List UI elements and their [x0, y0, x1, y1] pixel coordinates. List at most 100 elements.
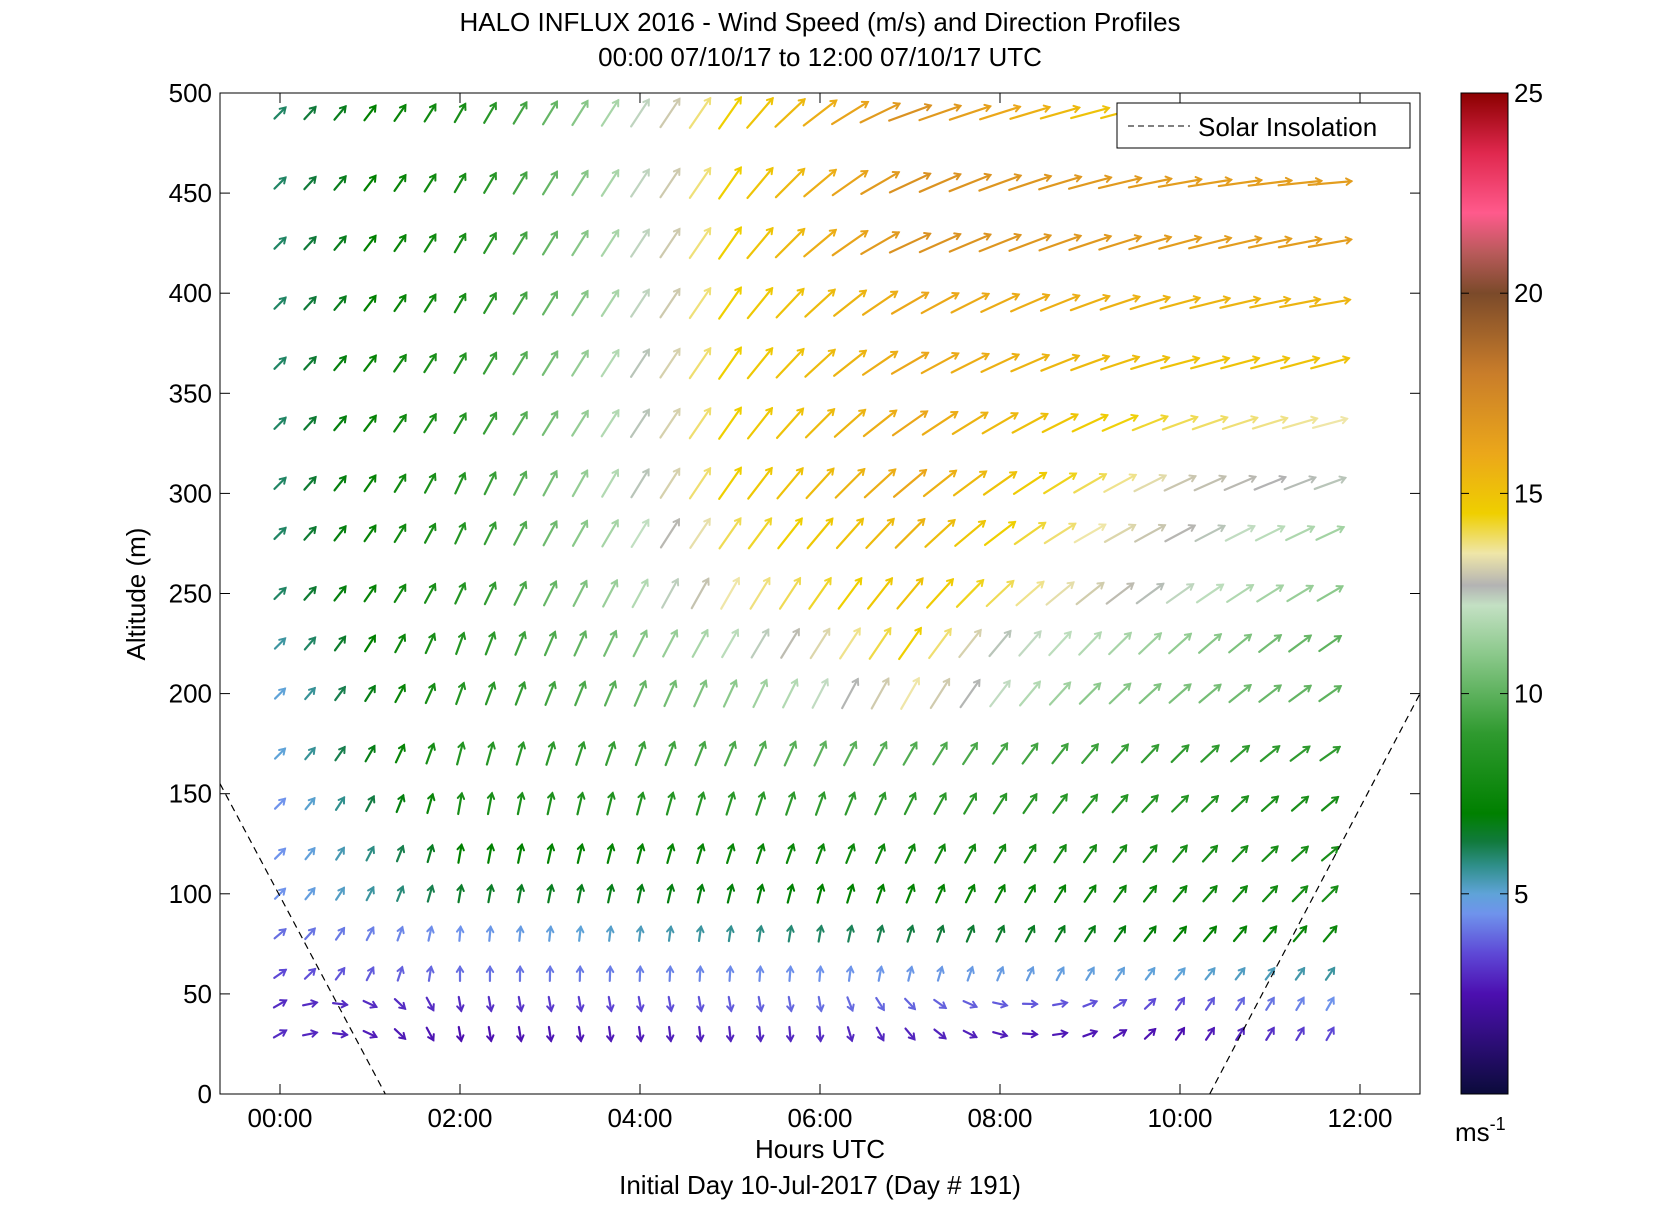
wind-arrow: [952, 470, 988, 497]
legend-label: Solar Insolation: [1198, 112, 1377, 142]
wind-arrow: [273, 847, 287, 860]
wind-arrow: [546, 791, 556, 816]
wind-arrow: [484, 631, 497, 656]
wind-arrow: [1291, 885, 1309, 903]
wind-arrow: [606, 1025, 615, 1043]
wind-arrow: [1161, 414, 1199, 431]
wind-arrow: [393, 413, 407, 433]
wind-arrow: [576, 995, 585, 1013]
wind-arrow: [860, 231, 901, 256]
wind-arrow: [393, 233, 407, 253]
wind-arrow: [546, 883, 555, 904]
wind-arrow: [335, 846, 345, 861]
chart-title: HALO INFLUX 2016 - Wind Speed (m/s) and …: [459, 7, 1180, 37]
wind-arrow: [718, 466, 742, 500]
wind-arrow: [1322, 924, 1338, 943]
wind-arrow: [846, 924, 855, 943]
wind-arrow: [426, 884, 435, 903]
wind-arrow: [362, 1029, 379, 1039]
wind-arrow: [334, 926, 346, 941]
wind-arrow: [808, 576, 832, 610]
wind-arrow: [576, 791, 586, 816]
wind-arrow: [936, 924, 946, 943]
wind-arrow: [962, 741, 978, 766]
wind-arrow: [333, 474, 347, 492]
wind-arrow: [1038, 233, 1083, 252]
wind-arrow: [1070, 354, 1111, 372]
wind-arrow: [600, 288, 620, 318]
wind-arrow: [1011, 412, 1049, 434]
wind-arrow: [844, 791, 857, 816]
wind-arrow: [846, 965, 855, 982]
x-tick-label: 02:00: [427, 1103, 492, 1133]
wind-arrow: [453, 352, 467, 374]
wind-arrow: [1081, 743, 1099, 764]
wind-arrow: [630, 467, 650, 499]
wind-arrow: [273, 176, 287, 190]
wind-arrow: [365, 885, 375, 902]
wind-arrow: [804, 288, 836, 318]
wind-arrow: [1025, 965, 1035, 982]
wind-arrow: [846, 883, 856, 904]
wind-arrow: [928, 627, 952, 660]
wind-arrow: [959, 678, 981, 709]
wind-arrow: [335, 886, 345, 901]
wind-arrow: [664, 740, 677, 767]
wind-arrow: [746, 406, 774, 440]
wind-arrow: [830, 100, 870, 126]
wind-arrow: [865, 517, 895, 549]
wind-arrow: [1201, 844, 1219, 863]
wind-arrow: [875, 1026, 885, 1042]
wind-arrow: [894, 517, 926, 549]
wind-arrow: [898, 626, 922, 661]
wind-arrow: [696, 995, 705, 1013]
wind-arrow: [1231, 795, 1250, 813]
wind-arrow: [815, 842, 826, 865]
wind-arrow: [423, 472, 437, 494]
wind-arrow: [1307, 177, 1354, 187]
wind-arrow: [1221, 415, 1259, 430]
wind-arrow: [273, 236, 287, 250]
wind-arrow: [995, 924, 1006, 943]
wind-arrow: [809, 627, 831, 660]
wind-arrow: [571, 289, 589, 317]
wind-arrow: [1021, 999, 1039, 1009]
wind-arrow: [1112, 1029, 1128, 1039]
wind-arrow: [512, 291, 528, 315]
wind-arrow: [486, 1025, 495, 1043]
wind-arrow: [1232, 925, 1248, 943]
wind-arrow: [1289, 745, 1311, 762]
wind-arrow: [747, 466, 773, 500]
wind-arrow: [815, 1025, 825, 1043]
wind-arrow: [746, 96, 774, 129]
wind-arrow: [395, 793, 406, 814]
wind-arrow: [423, 412, 437, 434]
wind-arrow: [394, 683, 406, 704]
wind-arrow: [1055, 966, 1065, 982]
wind-arrow: [1023, 843, 1037, 864]
wind-arrow: [273, 687, 287, 700]
wind-arrow: [303, 355, 317, 371]
wind-arrow: [1295, 996, 1305, 1012]
wind-arrow: [1144, 966, 1156, 981]
wind-arrow: [363, 474, 377, 493]
wind-arrow: [1099, 294, 1142, 311]
wind-arrow: [483, 291, 497, 315]
wind-arrow: [516, 995, 525, 1013]
wind-arrow: [1220, 355, 1261, 370]
wind-arrow: [718, 226, 742, 260]
wind-arrow: [333, 415, 347, 432]
y-tick-label: 300: [169, 478, 212, 508]
wind-arrow: [393, 473, 407, 493]
wind-arrow: [782, 678, 799, 709]
wind-arrow: [785, 790, 797, 816]
wind-arrow: [752, 678, 769, 709]
wind-arrow: [924, 518, 956, 548]
wind-arrow: [756, 995, 765, 1013]
wind-arrow: [874, 791, 887, 816]
wind-arrow: [1112, 844, 1128, 864]
wind-arrow: [774, 167, 806, 199]
wind-arrow: [516, 791, 526, 816]
wind-arrow: [666, 842, 676, 864]
wind-arrow: [483, 101, 497, 124]
